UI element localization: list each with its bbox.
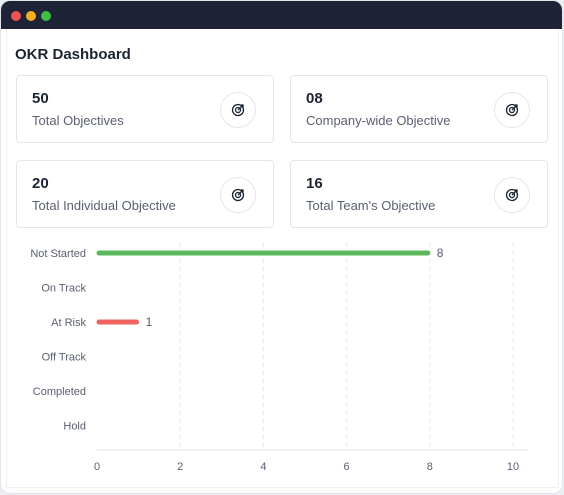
card-label: Company-wide Objective [306,113,451,128]
card-label: Total Individual Objective [32,198,176,213]
x-tick-label: 0 [94,461,100,473]
objective-status-chart: 0 2 4 6 8 10 Not Started 8 On Track At Risk 1 Off T… [30,243,528,473]
category-label: Off Track [42,352,87,364]
window-titlebar [1,1,562,29]
category-label: Not Started [30,248,86,260]
company-wide-objective-card[interactable]: 08 Company-wide Objective [290,75,548,143]
target-icon [494,177,530,213]
x-tick-label: 10 [507,461,519,473]
x-tick-label: 4 [260,461,266,473]
minimize-window-button[interactable] [26,11,36,21]
total-individual-objective-card[interactable]: 20 Total Individual Objective [16,160,274,228]
data-label: 8 [437,246,444,260]
x-tick-label: 2 [177,461,183,473]
card-label: Total Team's Objective [306,198,436,213]
x-tick-label: 8 [427,461,433,473]
category-label: Completed [33,386,86,398]
card-value: 08 [306,90,323,107]
card-value: 16 [306,175,323,192]
total-team-objective-card[interactable]: 16 Total Team's Objective [290,160,548,228]
category-label: At Risk [51,317,86,329]
data-label: 1 [146,315,153,329]
close-window-button[interactable] [11,11,21,21]
card-value: 50 [32,90,49,107]
x-tick-label: 6 [344,461,350,473]
card-value: 20 [32,175,49,192]
target-icon [220,177,256,213]
card-label: Total Objectives [32,113,124,128]
page-title: OKR Dashboard [15,46,131,63]
category-label: Hold [63,421,86,433]
target-icon [220,92,256,128]
total-objectives-card[interactable]: 50 Total Objectives [16,75,274,143]
category-label: On Track [41,283,86,295]
target-icon [494,92,530,128]
maximize-window-button[interactable] [41,11,51,21]
